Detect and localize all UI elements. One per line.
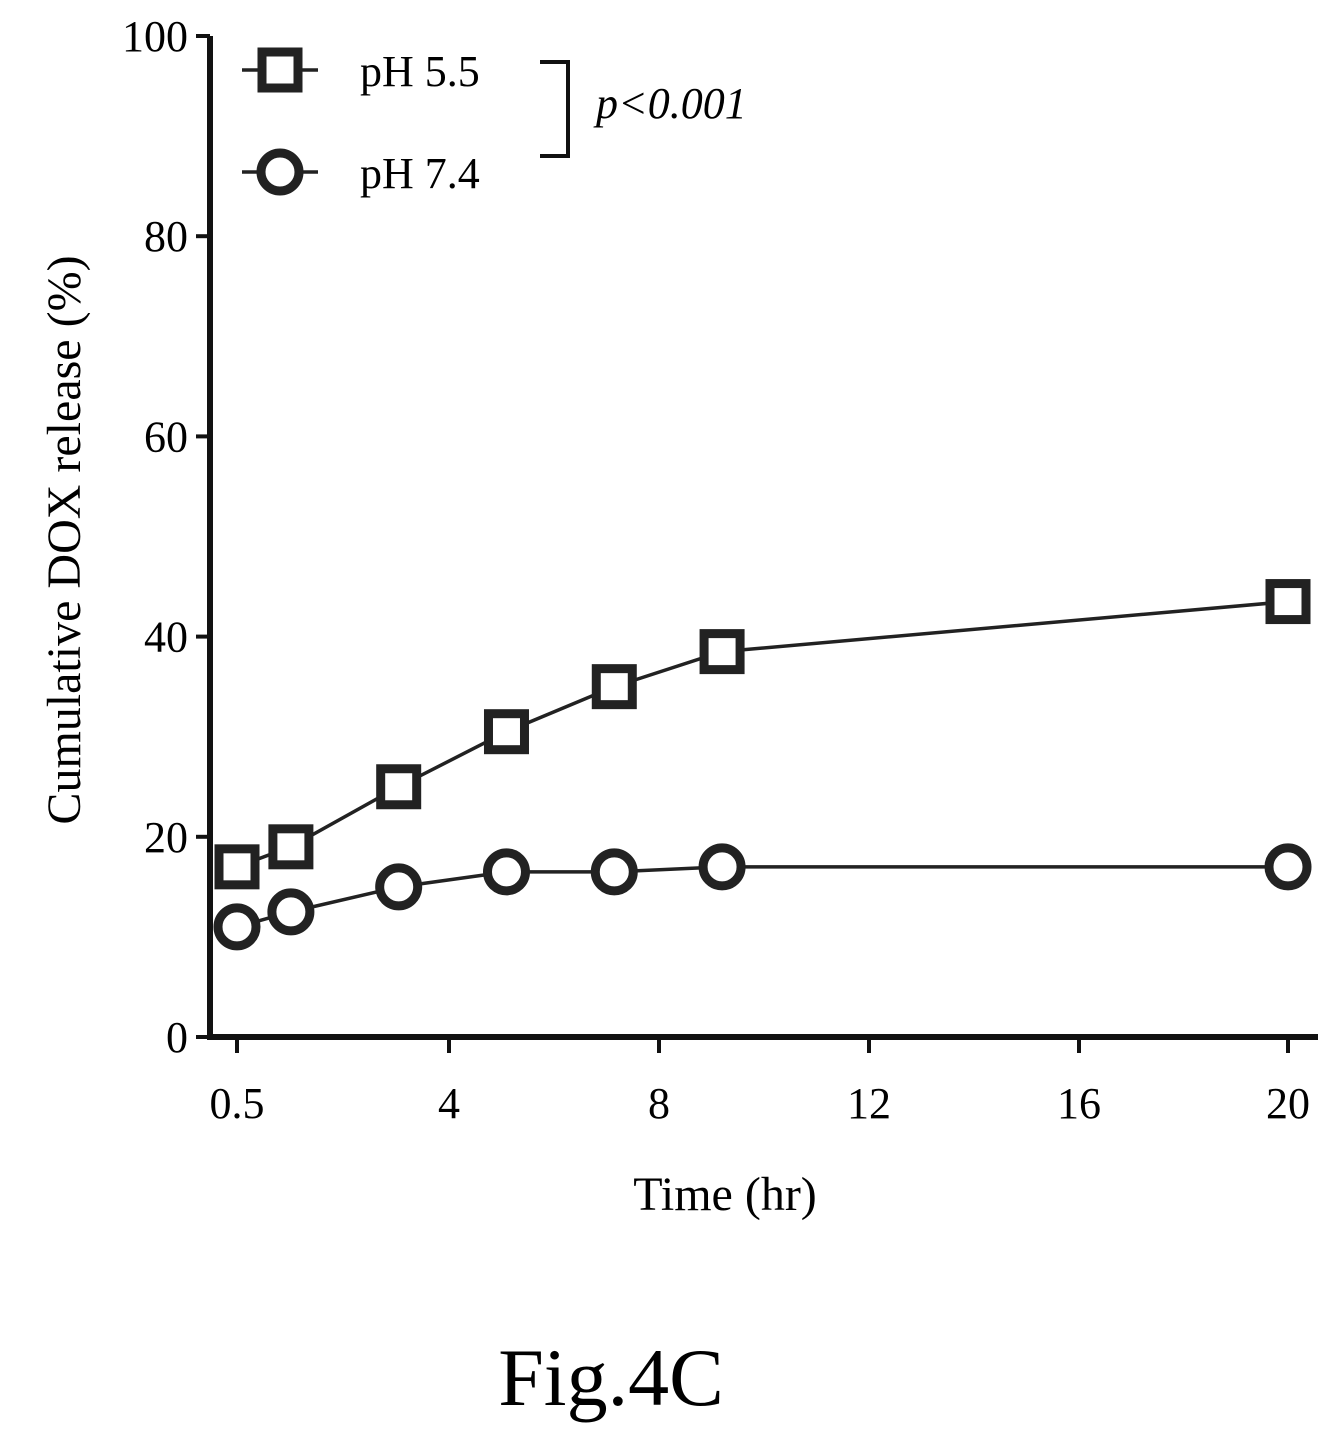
axes	[207, 36, 1318, 1040]
data-point	[268, 824, 314, 870]
data-point	[214, 844, 260, 890]
x-tick-label: 16	[1057, 1079, 1101, 1128]
x-axis-title: Time (hr)	[633, 1168, 817, 1221]
data-series	[213, 579, 1312, 951]
x-tick-label: 4	[438, 1079, 460, 1128]
x-tick-label: 0.5	[210, 1079, 265, 1128]
legend-marker	[257, 47, 303, 93]
y-tick-label: 100	[122, 12, 188, 61]
data-point	[591, 664, 637, 710]
data-point	[482, 848, 530, 896]
figure-caption: Fig.4C	[498, 1332, 724, 1423]
data-point	[699, 629, 745, 675]
series-2	[213, 843, 1312, 951]
data-point	[267, 888, 315, 936]
data-point	[698, 843, 746, 891]
x-tick-label: 8	[648, 1079, 670, 1128]
legend-marker	[256, 148, 304, 196]
data-point	[1265, 579, 1311, 625]
data-point	[1264, 843, 1312, 891]
x-tick-label: 12	[847, 1079, 891, 1128]
data-point	[213, 903, 261, 951]
significance-bracket	[540, 60, 570, 158]
y-tick-label: 80	[144, 212, 188, 261]
legend-label: pH 5.5	[360, 47, 480, 96]
legend-label: pH 7.4	[360, 149, 480, 198]
y-tick-label: 20	[144, 813, 188, 862]
data-point	[375, 863, 423, 911]
data-point	[376, 764, 422, 810]
x-tick-label: 20	[1266, 1079, 1310, 1128]
y-axis-title: Cumulative DOX release (%)	[38, 255, 91, 824]
data-point	[483, 709, 529, 755]
series-line	[236, 599, 1289, 869]
legend: pH 5.5 pH 7.4	[242, 47, 570, 198]
series-1	[214, 579, 1311, 890]
data-point	[590, 848, 638, 896]
y-tick-label: 0	[166, 1013, 188, 1062]
y-tick-label: 40	[144, 613, 188, 662]
axis-ticks: 0 20 40 60 80 100 0.5 4 8 12 16 20	[122, 12, 1310, 1128]
y-tick-label: 60	[144, 412, 188, 461]
significance-label: p<0.001	[593, 79, 747, 128]
